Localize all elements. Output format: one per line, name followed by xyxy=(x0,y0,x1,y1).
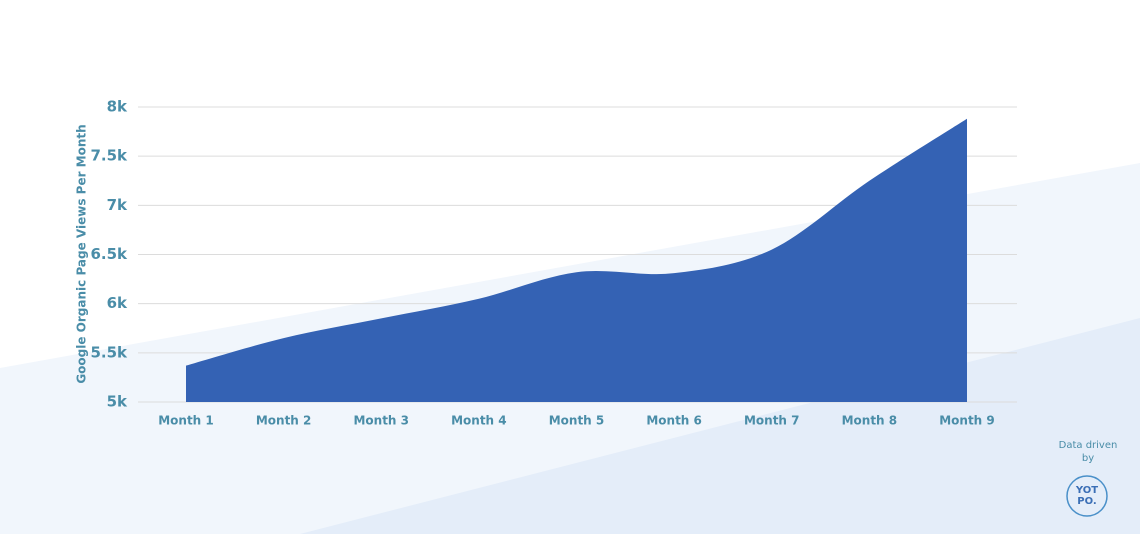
y-tick-label: 5k xyxy=(107,393,128,411)
y-tick-label: 7k xyxy=(107,196,128,214)
x-tick-label: Month 7 xyxy=(744,414,800,428)
y-tick-label: 5.5k xyxy=(90,343,128,361)
y-tick-label: 6k xyxy=(107,294,128,312)
x-tick-label: Month 9 xyxy=(939,414,995,428)
area xyxy=(186,118,967,403)
x-tick-label: Month 5 xyxy=(549,414,605,428)
y-tick-label: 6.5k xyxy=(90,245,128,263)
x-tick-label: Month 3 xyxy=(353,414,409,428)
y-tick-label: 8k xyxy=(107,98,128,116)
logo-circle xyxy=(1066,475,1108,517)
y-tick-label: 7.5k xyxy=(90,147,128,165)
logo-text: PO. xyxy=(1077,496,1096,507)
x-tick-label: Month 4 xyxy=(451,414,507,428)
y-axis-label: Google Organic Page Views Per Month xyxy=(75,124,89,383)
logo-text: YOT xyxy=(1075,485,1098,496)
x-tick-label: Month 6 xyxy=(646,414,702,428)
x-tick-label: Month 2 xyxy=(256,414,312,428)
caption: Data driven by xyxy=(1058,440,1118,464)
x-tick-label: Month 1 xyxy=(158,414,214,428)
x-tick-label: Month 8 xyxy=(842,414,898,428)
